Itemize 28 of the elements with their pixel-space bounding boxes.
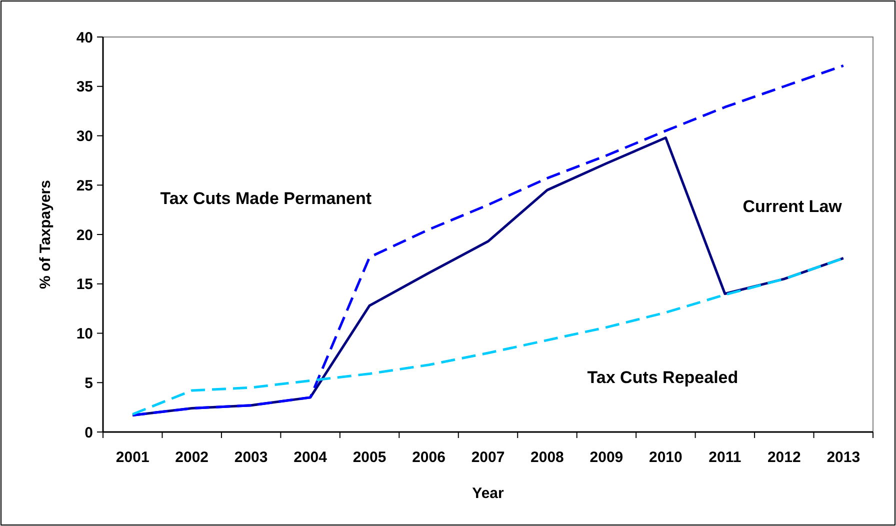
x-tick-label: 2003 [234,449,268,466]
y-tick-label: 30 [76,128,93,145]
x-axis-title: Year [472,485,504,502]
x-tick-label: 2006 [412,449,446,466]
x-tick-label: 2009 [590,449,624,466]
y-tick-label: 25 [76,177,93,194]
x-tick-label: 2005 [352,449,386,466]
y-tick-label: 35 [76,78,93,96]
y-tick-label: 20 [76,226,93,244]
y-tick-label: 15 [76,276,93,294]
y-axis-title: % of Taxpayers [37,180,54,289]
y-tick-label: 40 [76,29,93,46]
text: Tax Cuts Made Permanent [160,189,372,208]
y-tick-label: 10 [76,326,93,342]
x-tick-label: 2002 [175,449,209,466]
y-tick-label: 0 [84,424,93,442]
text: Tax Cuts Repealed [587,368,738,387]
x-tick-label: 2012 [767,449,801,466]
x-tick-label: 2011 [708,449,742,466]
x-tick-label: 2001 [116,449,150,466]
x-tick-label: 2004 [294,449,328,466]
x-tick-label: 2008 [530,449,564,466]
x-tick-label: 2007 [471,449,505,466]
x-tick-label: 2010 [649,449,682,466]
line-series [131,64,845,416]
y-tick-label: 5 [84,374,93,392]
x-tick-label: 2013 [826,449,860,466]
text: Current Law [742,197,843,216]
